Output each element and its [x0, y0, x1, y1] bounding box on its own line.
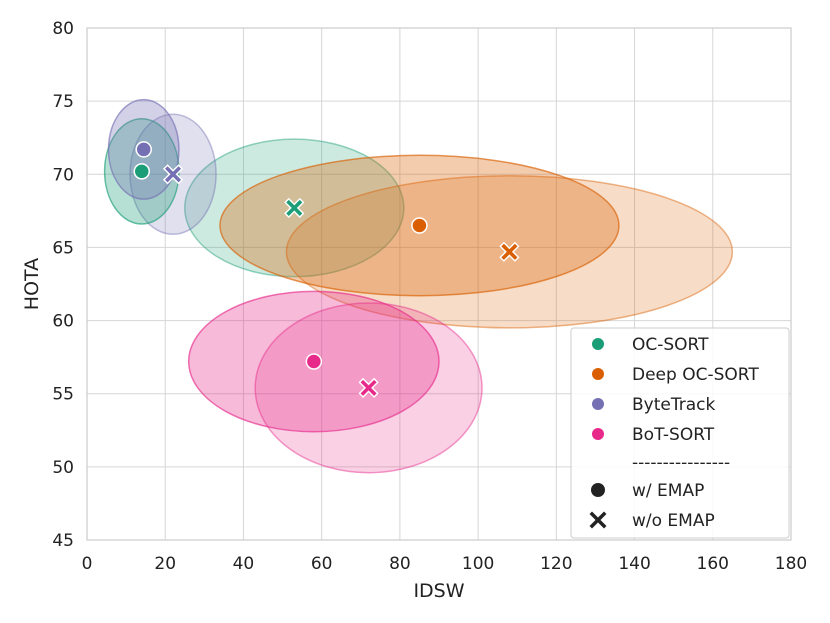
- bytetrack-with-emap-point: [135, 141, 152, 158]
- bot-sort-with-emap-point: [305, 353, 323, 370]
- y-tick-label: 75: [52, 92, 74, 112]
- x-tick-label: 100: [462, 554, 494, 574]
- legend-label-with-emap: w/ EMAP: [632, 481, 704, 501]
- legend-marker-deep-oc-sort: [592, 368, 604, 380]
- y-tick-label: 60: [52, 312, 74, 332]
- x-tick-label: 20: [154, 554, 176, 574]
- bytetrack-without-emap-point: [162, 164, 184, 185]
- legend-separator: ----------------: [632, 453, 730, 473]
- x-tick-label: 140: [618, 554, 650, 574]
- x-tick-label: 80: [389, 554, 411, 574]
- plot-border: [86, 27, 792, 541]
- x-tick-label: 40: [233, 554, 255, 574]
- legend: OC-SORT Deep OC-SORT ByteTrack BoT-SORT …: [570, 327, 790, 539]
- deep-oc-sort-with-emap-point: [411, 217, 428, 234]
- data-markers: [133, 141, 520, 398]
- legend-label-deep-oc-sort: Deep OC-SORT: [632, 365, 759, 385]
- x-tick-label: 0: [82, 554, 93, 574]
- legend-label-bytetrack: ByteTrack: [632, 395, 715, 415]
- y-tick-labels: 45 50 55 60 65 70 75 80: [52, 19, 74, 551]
- legend-label-bot-sort: BoT-SORT: [632, 425, 715, 445]
- x-axis-label: IDSW: [413, 580, 464, 602]
- legend-marker-oc-sort: [592, 338, 604, 350]
- x-tick-label: 60: [311, 554, 333, 574]
- legend-marker-with-emap: [591, 483, 605, 497]
- legend-marker-bot-sort: [592, 428, 604, 440]
- y-tick-label: 80: [52, 19, 74, 39]
- x-tick-label: 160: [697, 554, 729, 574]
- y-tick-label: 65: [52, 238, 74, 258]
- y-axis-label: HOTA: [21, 258, 43, 310]
- x-tick-label: 120: [540, 554, 572, 574]
- y-tick-label: 45: [52, 531, 74, 551]
- y-tick-label: 55: [52, 385, 74, 405]
- legend-frame: [570, 327, 790, 539]
- x-tick-labels: 0 20 40 60 80 100 120 140 160 180: [82, 554, 808, 574]
- legend-label-oc-sort: OC-SORT: [632, 335, 709, 355]
- legend-label-without-emap: w/o EMAP: [632, 511, 715, 531]
- x-tick-label: 180: [775, 554, 807, 574]
- legend-marker-without-emap: [589, 511, 607, 529]
- oc-sort-with-emap-point: [133, 163, 151, 180]
- legend-marker-bytetrack: [592, 398, 604, 410]
- y-tick-label: 70: [52, 165, 74, 185]
- y-tick-label: 50: [52, 458, 74, 478]
- bot-sort-without-emap-point: [358, 377, 379, 398]
- deep-oc-sort-without-emap-point: [499, 241, 520, 262]
- oc-sort-without-emap-point: [284, 197, 305, 219]
